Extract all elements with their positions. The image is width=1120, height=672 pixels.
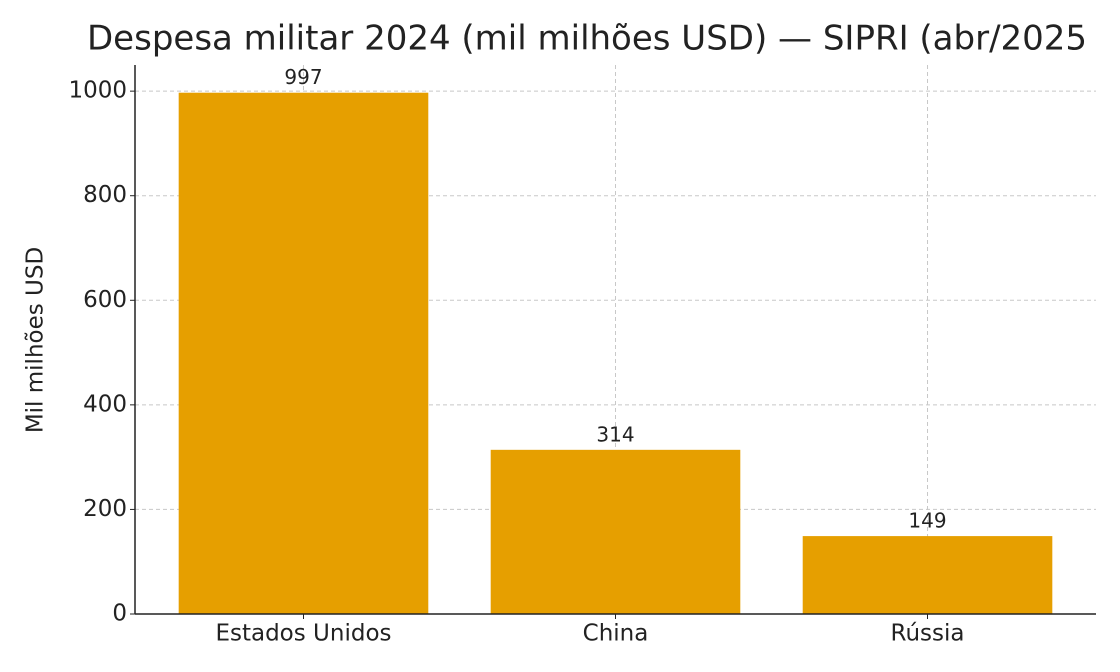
value-label: 149 [908,509,946,533]
y-tick-label: 200 [83,496,127,522]
y-tick-label: 800 [83,182,127,208]
x-tick-label: Rússia [891,621,965,647]
x-tick-label: China [583,621,649,647]
y-tick-label: 0 [112,601,127,627]
bar [802,536,1053,614]
y-axis-label: Mil milhões USD [23,247,49,433]
value-label: 997 [284,65,322,89]
y-tick-label: 1000 [68,78,127,104]
x-tick-label: Estados Unidos [215,621,391,647]
chart-title: Despesa militar 2024 (mil milhões USD) —… [87,19,1087,59]
y-tick-label: 400 [83,391,127,417]
value-label: 314 [596,422,634,446]
y-tick-label: 600 [83,287,127,313]
bar [490,449,741,614]
bar [178,92,429,614]
